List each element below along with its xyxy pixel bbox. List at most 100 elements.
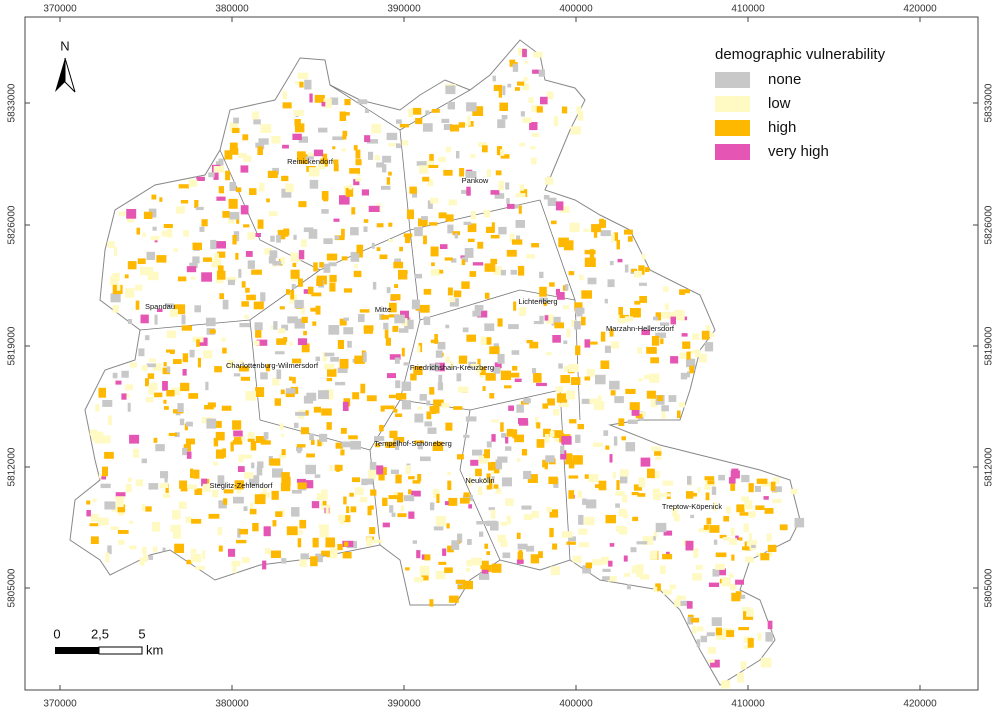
land-patch xyxy=(140,314,149,324)
land-patch xyxy=(471,210,476,220)
land-patch xyxy=(378,474,385,481)
easting-label: 370000 xyxy=(43,4,77,15)
land-patch xyxy=(692,333,700,340)
land-patch xyxy=(649,550,658,560)
land-patch xyxy=(517,551,523,560)
land-patch xyxy=(504,385,512,389)
land-patch xyxy=(225,170,231,181)
land-patch xyxy=(643,374,650,380)
land-patch xyxy=(233,496,244,504)
legend-swatch xyxy=(715,144,750,160)
land-patch xyxy=(711,617,722,627)
land-patch xyxy=(218,500,227,509)
land-patch xyxy=(162,547,166,552)
land-patch xyxy=(569,222,580,233)
land-patch xyxy=(325,537,335,546)
land-patch xyxy=(400,270,408,274)
land-patch xyxy=(655,332,667,338)
land-patch xyxy=(500,269,506,276)
land-patch xyxy=(159,197,163,202)
land-patch xyxy=(423,316,431,325)
land-patch xyxy=(370,489,377,496)
land-patch xyxy=(433,441,443,450)
land-patch xyxy=(346,506,350,513)
land-patch xyxy=(401,400,411,410)
land-patch xyxy=(447,287,453,296)
land-patch xyxy=(215,161,222,166)
land-patch xyxy=(466,102,477,112)
land-patch xyxy=(490,234,500,239)
land-patch xyxy=(341,441,351,448)
land-patch xyxy=(632,516,639,522)
land-patch xyxy=(193,469,200,479)
land-patch xyxy=(164,406,169,410)
land-patch xyxy=(729,538,738,545)
district-boundary xyxy=(249,319,261,421)
land-patch xyxy=(521,449,528,456)
land-patch xyxy=(492,75,496,82)
land-patch xyxy=(696,639,701,648)
land-patch xyxy=(561,531,573,538)
land-patch xyxy=(511,350,520,355)
land-patch xyxy=(706,632,715,637)
land-patch xyxy=(523,470,532,480)
land-patch xyxy=(335,381,346,386)
land-patch xyxy=(501,115,508,120)
land-patch xyxy=(581,398,592,404)
land-patch xyxy=(342,134,347,140)
land-patch xyxy=(243,155,252,162)
land-patch xyxy=(294,318,305,329)
land-patch xyxy=(449,297,456,303)
land-patch xyxy=(231,560,241,567)
land-patch xyxy=(281,188,292,198)
map-labels: Reinickendorf Pankow Spandau Mitte Lichtenbe… xyxy=(145,157,722,511)
land-patch xyxy=(245,287,250,293)
land-patch xyxy=(112,305,119,313)
land-patch xyxy=(773,477,780,485)
land-patch xyxy=(174,304,186,315)
land-patch xyxy=(506,428,514,437)
land-patch xyxy=(135,479,144,487)
land-patch xyxy=(309,93,313,103)
land-patch xyxy=(352,477,360,483)
land-patch xyxy=(575,345,581,356)
land-patch xyxy=(539,271,544,279)
land-patch xyxy=(291,507,300,517)
land-patch xyxy=(609,543,615,547)
land-patch xyxy=(456,151,460,159)
land-patch xyxy=(367,139,378,144)
land-patch xyxy=(690,617,700,623)
land-patch xyxy=(429,222,438,226)
land-patch xyxy=(515,193,526,198)
land-patch xyxy=(238,454,244,463)
land-patch xyxy=(638,282,647,286)
land-patch xyxy=(341,228,345,238)
land-patch xyxy=(371,123,382,134)
land-patch xyxy=(738,537,743,541)
land-patch xyxy=(618,307,623,317)
land-patch xyxy=(418,342,423,353)
land-patch xyxy=(410,373,417,381)
land-patch xyxy=(440,244,448,249)
land-patch xyxy=(293,234,297,240)
northing-label: 5812000 xyxy=(7,447,18,486)
land-patch xyxy=(190,548,197,554)
land-patch xyxy=(767,620,773,630)
land-patch xyxy=(619,314,629,318)
land-patch xyxy=(536,439,545,448)
land-patch xyxy=(642,536,654,545)
land-patch xyxy=(321,408,332,416)
land-patch xyxy=(424,554,431,561)
land-patch xyxy=(427,200,433,209)
land-patch xyxy=(363,226,368,232)
land-patch xyxy=(297,72,309,80)
land-patch xyxy=(490,509,496,519)
land-patch xyxy=(655,312,662,321)
land-patch xyxy=(493,266,502,275)
land-patch xyxy=(188,393,199,399)
land-patch xyxy=(472,310,482,317)
land-patch xyxy=(148,385,155,395)
district-boundary xyxy=(319,84,411,271)
land-patch xyxy=(653,316,659,321)
land-patch xyxy=(552,335,561,343)
